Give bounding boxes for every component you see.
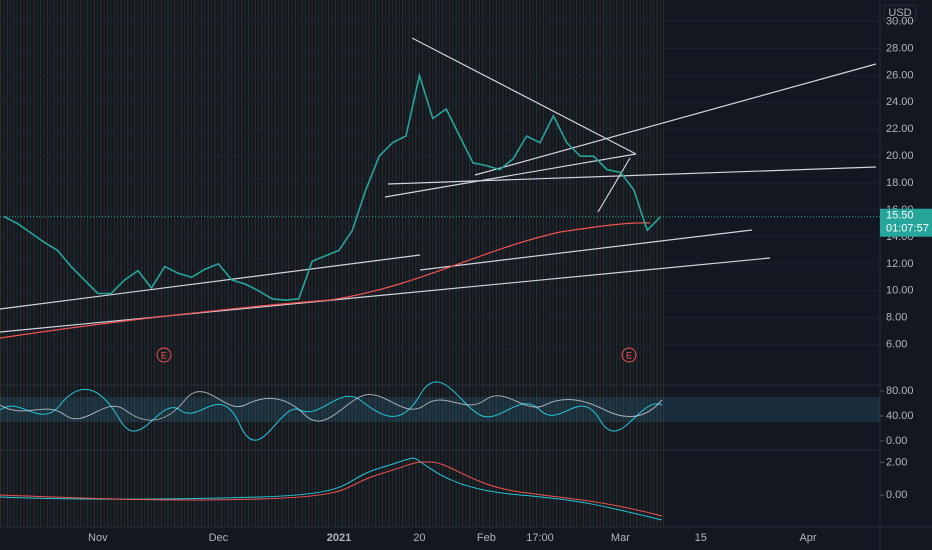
x-tick-label: 2021 xyxy=(327,532,351,544)
y-tick-label: 40.00 xyxy=(886,410,914,422)
price-label: 15.50 xyxy=(886,210,914,222)
x-tick-label: Mar xyxy=(611,532,630,544)
x-tick-label: 15 xyxy=(695,532,707,544)
y-tick-label: 24.00 xyxy=(886,96,914,108)
y-tick-label: 30.00 xyxy=(886,15,914,27)
y-tick-label: 2.00 xyxy=(886,456,907,468)
y-tick-label: 22.00 xyxy=(886,123,914,135)
x-tick-label: Apr xyxy=(799,532,816,544)
y-tick-label: 8.00 xyxy=(886,312,907,324)
event-label: E xyxy=(626,350,632,360)
moving-average xyxy=(0,222,651,339)
x-tick-label: 20 xyxy=(413,532,425,544)
currency: USD xyxy=(888,7,911,19)
event-marker xyxy=(621,347,637,363)
price-badge xyxy=(880,208,932,237)
macd-line xyxy=(0,457,663,521)
y-tick-label: 28.00 xyxy=(886,42,914,54)
trendlines xyxy=(0,37,877,333)
y-tick-label: 18.00 xyxy=(886,177,914,189)
event-label: E xyxy=(161,350,167,360)
signal-line xyxy=(0,461,663,517)
x-tick-label: Nov xyxy=(88,532,108,544)
y-tick-label: 12.00 xyxy=(886,258,914,270)
y-tick-label: 20.00 xyxy=(886,150,914,162)
y-tick-label: 6.00 xyxy=(886,339,907,351)
x-tick-label: Dec xyxy=(209,532,229,544)
osc-band xyxy=(0,397,880,422)
x-tick-label: Feb xyxy=(477,532,496,544)
event-marker xyxy=(156,347,172,363)
price-line xyxy=(3,72,662,302)
y-tick-label: 0.00 xyxy=(886,435,907,447)
osc-line xyxy=(0,391,663,422)
y-tick-label: 26.00 xyxy=(886,69,914,81)
osc-line xyxy=(0,381,663,441)
y-tick-label: 80.00 xyxy=(886,385,914,397)
countdown: 01:07:57 xyxy=(886,223,929,235)
currency-box xyxy=(883,4,917,22)
y-tick-label: 10.00 xyxy=(886,285,914,297)
y-tick-label: 0.00 xyxy=(886,489,907,501)
x-tick-label: 17:00 xyxy=(526,532,554,544)
